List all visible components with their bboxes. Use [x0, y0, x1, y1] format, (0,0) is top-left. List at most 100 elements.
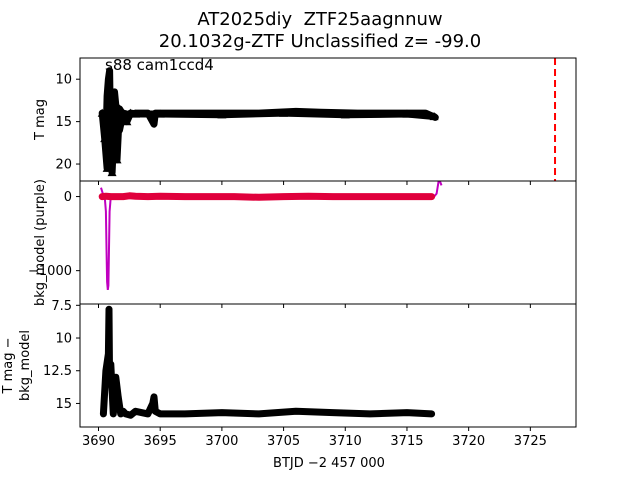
data-point [403, 409, 410, 416]
data-point [206, 193, 213, 200]
y-tick-label: −1000 [28, 264, 72, 279]
data-point [110, 410, 117, 417]
data-point [292, 408, 299, 415]
data-point [106, 380, 113, 387]
data-point [329, 409, 336, 416]
data-point [428, 410, 435, 417]
data-point [157, 410, 164, 417]
y-tick-label: 0 [64, 190, 72, 205]
data-point-triangle [340, 110, 350, 119]
data-point [109, 97, 116, 104]
data-point-triangle [107, 168, 117, 177]
panel-frame [79, 303, 577, 428]
data-point [132, 193, 139, 200]
data-point-triangle [429, 112, 439, 121]
y-axis-label: bkg_model [18, 330, 33, 401]
data-point [144, 410, 151, 417]
plot-area-bottom [99, 305, 436, 419]
data-point-triangle [131, 109, 141, 118]
data-point [107, 361, 114, 368]
data-point [112, 374, 119, 381]
data-point-triangle [217, 110, 227, 119]
data-point [255, 194, 262, 201]
data-point-triangle [155, 109, 165, 118]
data-point [105, 350, 112, 357]
data-point-triangle [97, 108, 107, 117]
x-tick-label: 3725 [514, 434, 547, 449]
data-point [102, 367, 109, 374]
data-point [104, 93, 111, 100]
data-point [366, 410, 373, 417]
data-point-triangle [279, 108, 289, 117]
data-point [152, 408, 159, 415]
data-point [181, 193, 188, 200]
data-point [126, 192, 133, 199]
data-point [144, 193, 151, 200]
data-point-triangle [110, 112, 120, 121]
data-point [105, 306, 112, 313]
y-tick-label: 15 [55, 397, 72, 412]
data-point [354, 193, 361, 200]
data-point-triangle [102, 163, 112, 172]
data-point [231, 193, 238, 200]
data-point-triangle [402, 109, 412, 118]
y-tick-label: 15 [55, 115, 72, 130]
data-point [149, 400, 156, 407]
x-tick-label: 3690 [82, 434, 115, 449]
x-tick-label: 3700 [205, 434, 238, 449]
data-point [127, 412, 134, 419]
data-point-triangle [105, 142, 115, 151]
plot-area-middle [98, 181, 443, 291]
data-point [106, 67, 113, 74]
y-axis-label: T mag − [1, 338, 16, 395]
y-tick-label: 7.5 [51, 299, 72, 314]
data-point-triangle [112, 155, 122, 164]
y-axis-label: T mag [33, 99, 48, 141]
data-point [115, 393, 122, 400]
x-axis-label: BTJD −2 457 000 [273, 456, 385, 471]
data-point [255, 410, 262, 417]
data-point [122, 410, 129, 417]
x-tick-label: 3710 [329, 434, 362, 449]
panel-annotation: s88 cam1ccd4 [105, 56, 214, 74]
data-point [329, 193, 336, 200]
data-point [111, 88, 118, 95]
data-point-triangle [100, 134, 110, 143]
data-point [105, 76, 112, 83]
data-point [100, 410, 107, 417]
data-point [403, 193, 410, 200]
data-point-triangle [122, 117, 132, 126]
data-point [218, 409, 225, 416]
data-point [102, 193, 109, 200]
panel-bottom-tmag-minus-bkg: 7.5 10 12.5 15 3690 3695 3700 3705 3710 3715 3720 3… [1, 299, 577, 471]
data-point [120, 193, 127, 200]
data-point [305, 193, 312, 200]
y-tick-label: 10 [55, 332, 72, 347]
data-point [181, 410, 188, 417]
y-tick-label: 20 [55, 158, 72, 173]
data-point [280, 193, 287, 200]
data-point [157, 193, 164, 200]
chart-title-line-1: AT2025diy ZTF25aagnnuw [197, 9, 443, 30]
x-tick-label: 3715 [390, 434, 423, 449]
x-tick-label: 3695 [144, 434, 177, 449]
y-tick-label: 10 [55, 73, 72, 88]
data-point [151, 393, 158, 400]
x-tick-label: 3720 [452, 434, 485, 449]
x-tick-label: 3705 [267, 434, 300, 449]
data-point [379, 193, 386, 200]
data-point [151, 121, 158, 128]
data-point [132, 408, 139, 415]
data-point-triangle [118, 110, 128, 119]
data-point [114, 193, 121, 200]
panel-top-tmag: 10 15 20 T mag s88 cam1ccd4 [33, 56, 577, 185]
data-point [107, 193, 114, 200]
y-axis-label: bkg_model (purple) [33, 179, 48, 306]
data-point-triangle [114, 104, 124, 113]
plot-area-top [97, 67, 439, 177]
y-tick-label: 12.5 [43, 364, 72, 379]
data-point [428, 193, 435, 200]
chart-title-line-2: 20.1032g-ZTF Unclassified z= -99.0 [158, 31, 482, 52]
